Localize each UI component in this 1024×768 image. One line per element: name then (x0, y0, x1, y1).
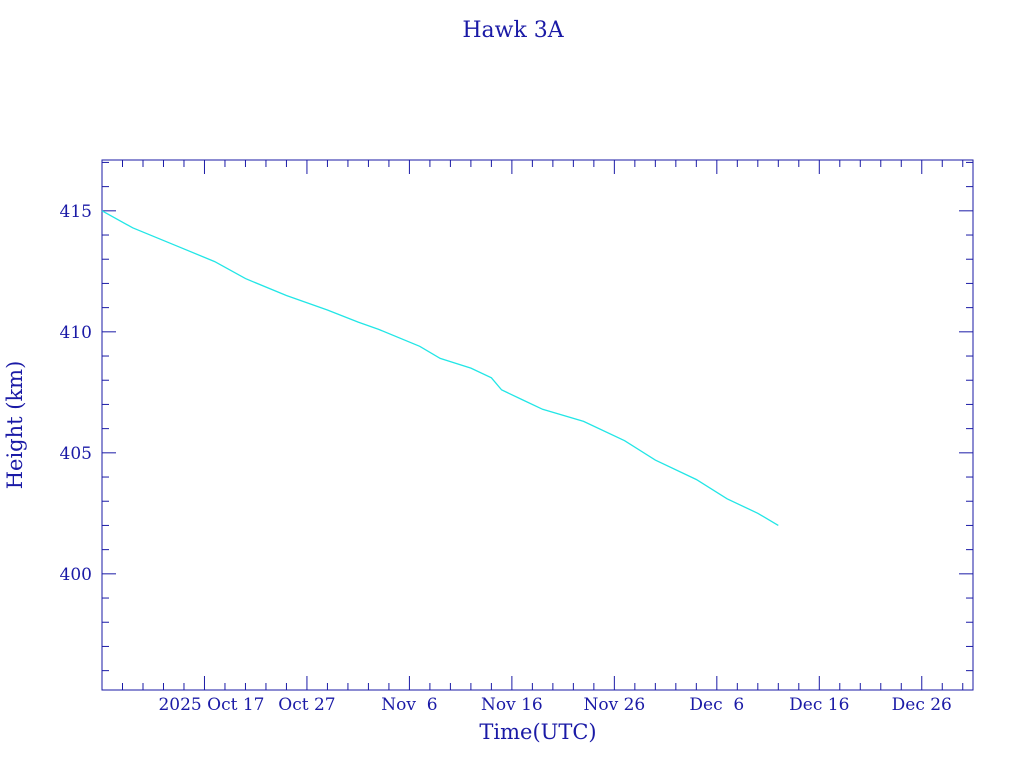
x-tick-label: Nov 6 (381, 695, 437, 715)
x-tick-label: Nov 26 (583, 695, 645, 715)
axis-ticks (102, 160, 973, 690)
y-tick-label: 400 (60, 565, 92, 585)
y-tick-label: 410 (60, 323, 92, 343)
x-axis-label: Time(UTC) (479, 720, 596, 744)
x-tick-label: 2025 Oct 17 (158, 695, 264, 715)
x-tick-label: Dec 16 (789, 695, 849, 715)
y-tick-labels: 400 405 410 415 (60, 202, 92, 585)
x-tick-label: Nov 16 (481, 695, 543, 715)
x-tick-labels: 2025 Oct 17 Oct 27 Nov 6 Nov 16 Nov 26 Dec 6 D… (158, 695, 951, 715)
plot-frame (101, 159, 974, 691)
chart-title: Hawk 3A (462, 18, 564, 43)
height-series-line (101, 210, 779, 526)
x-tick-label: Dec 6 (689, 695, 744, 715)
y-tick-label: 405 (60, 444, 92, 464)
y-axis-label: Height (km) (3, 361, 27, 490)
y-tick-label: 415 (60, 202, 92, 222)
x-tick-label: Oct 27 (278, 695, 335, 715)
x-tick-label: Dec 26 (892, 695, 952, 715)
